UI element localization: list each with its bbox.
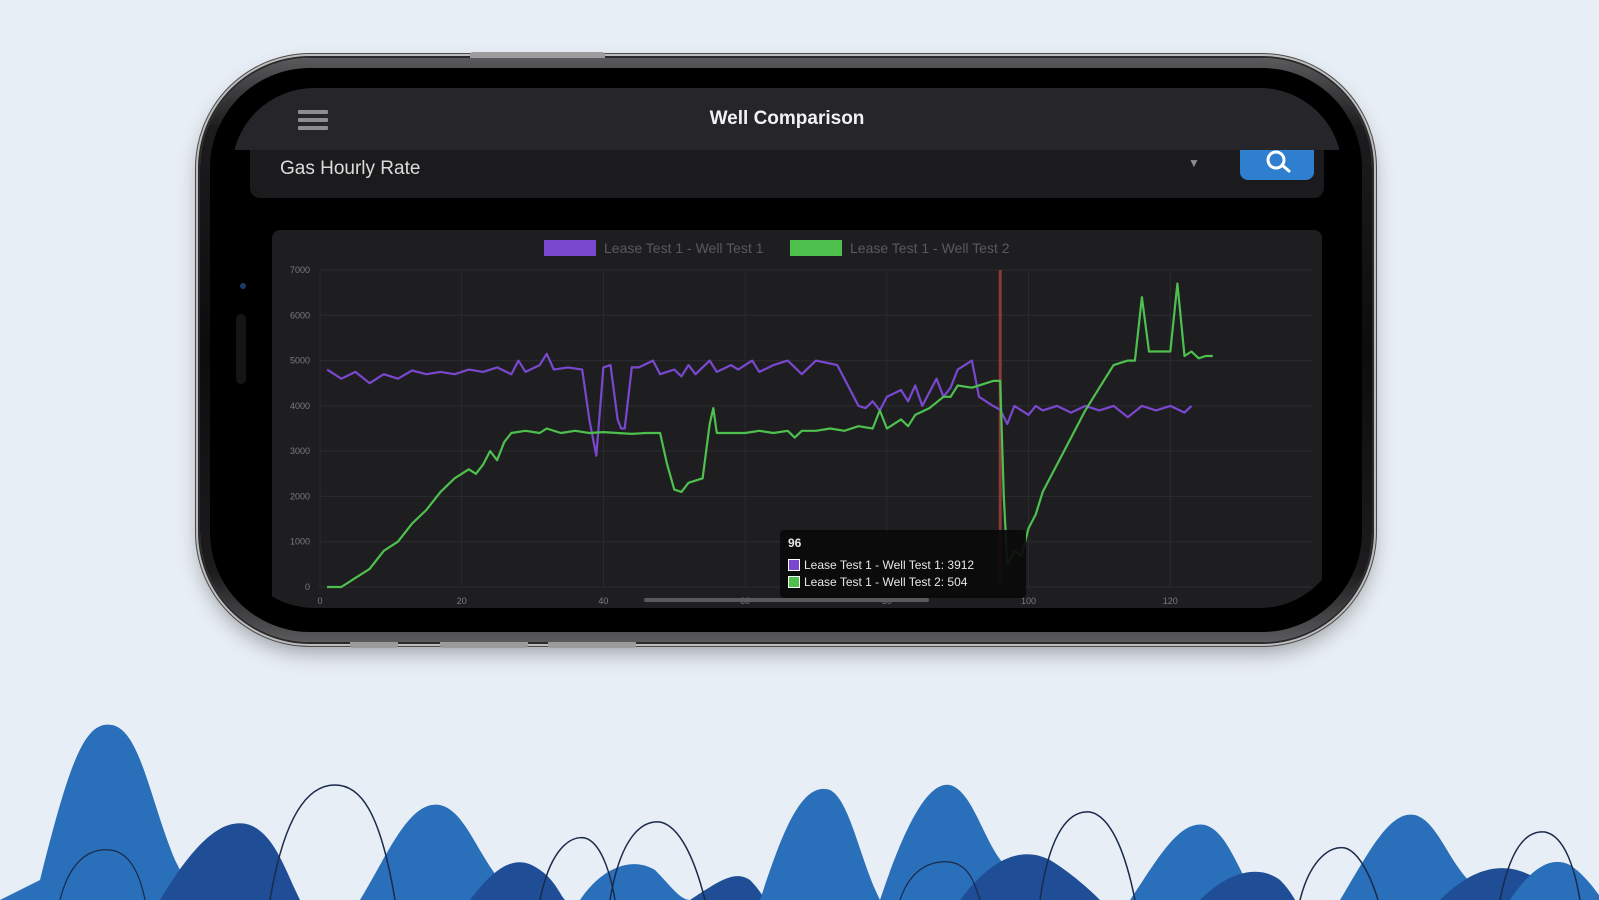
y-tick-label: 2000	[290, 491, 310, 501]
chart-scrollbar[interactable]	[644, 598, 929, 602]
front-camera	[240, 283, 246, 289]
x-tick-label: 100	[1021, 596, 1036, 606]
phone-side-button	[470, 52, 605, 58]
search-button[interactable]	[1240, 150, 1314, 180]
hamburger-menu-icon[interactable]	[298, 110, 328, 132]
y-tick-label: 0	[305, 582, 310, 592]
y-tick-label: 4000	[290, 401, 310, 411]
series-line	[326, 352, 1193, 457]
chart-tooltip: 96 Lease Test 1 - Well Test 1: 3912 Leas…	[780, 530, 1026, 598]
legend-swatch	[790, 240, 842, 256]
x-tick-label: 120	[1163, 596, 1178, 606]
app-screen: Well Comparison Gas Hourly Rate ▼ 0 1000 2…	[232, 88, 1342, 608]
legend-label: Lease Test 1 - Well Test 1	[604, 240, 764, 256]
tooltip-title: 96	[788, 536, 802, 550]
y-tick-label: 1000	[290, 537, 310, 547]
metric-select[interactable]: Gas Hourly Rate ▼	[250, 150, 1324, 198]
x-tick-label: 0	[317, 596, 322, 606]
tooltip-row: Lease Test 1 - Well Test 1: 3912	[788, 556, 1018, 573]
x-tick-label: 20	[457, 596, 467, 606]
metric-select-value: Gas Hourly Rate	[280, 158, 421, 179]
tooltip-row-label: Lease Test 1 - Well Test 2: 504	[804, 574, 968, 589]
legend-swatch	[544, 240, 596, 256]
tooltip-swatch	[788, 575, 800, 588]
y-tick-label: 3000	[290, 446, 310, 456]
comparison-chart: 0100020003000400050006000700002040608010…	[272, 230, 1322, 608]
phone-side-button	[440, 642, 528, 648]
phone-frame: Well Comparison Gas Hourly Rate ▼ 0 1000 2…	[200, 52, 1372, 648]
phone-side-button	[548, 642, 636, 648]
y-tick-label: 6000	[290, 310, 310, 320]
phone-notch	[236, 314, 246, 384]
phone-side-button	[350, 642, 398, 648]
chevron-down-icon: ▼	[1188, 156, 1200, 170]
tooltip-row: Lease Test 1 - Well Test 2: 504	[788, 573, 1018, 590]
tooltip-swatch	[788, 558, 800, 571]
tooltip-row-label: Lease Test 1 - Well Test 1: 3912	[804, 557, 975, 572]
y-tick-label: 5000	[290, 356, 310, 366]
search-icon	[1266, 150, 1291, 173]
page-title: Well Comparison	[709, 108, 865, 129]
legend-label: Lease Test 1 - Well Test 2	[850, 240, 1010, 256]
x-tick-label: 40	[598, 596, 608, 606]
y-tick-label: 7000	[290, 265, 310, 275]
series-line	[327, 282, 1213, 589]
app-header: Well Comparison	[232, 88, 1342, 150]
